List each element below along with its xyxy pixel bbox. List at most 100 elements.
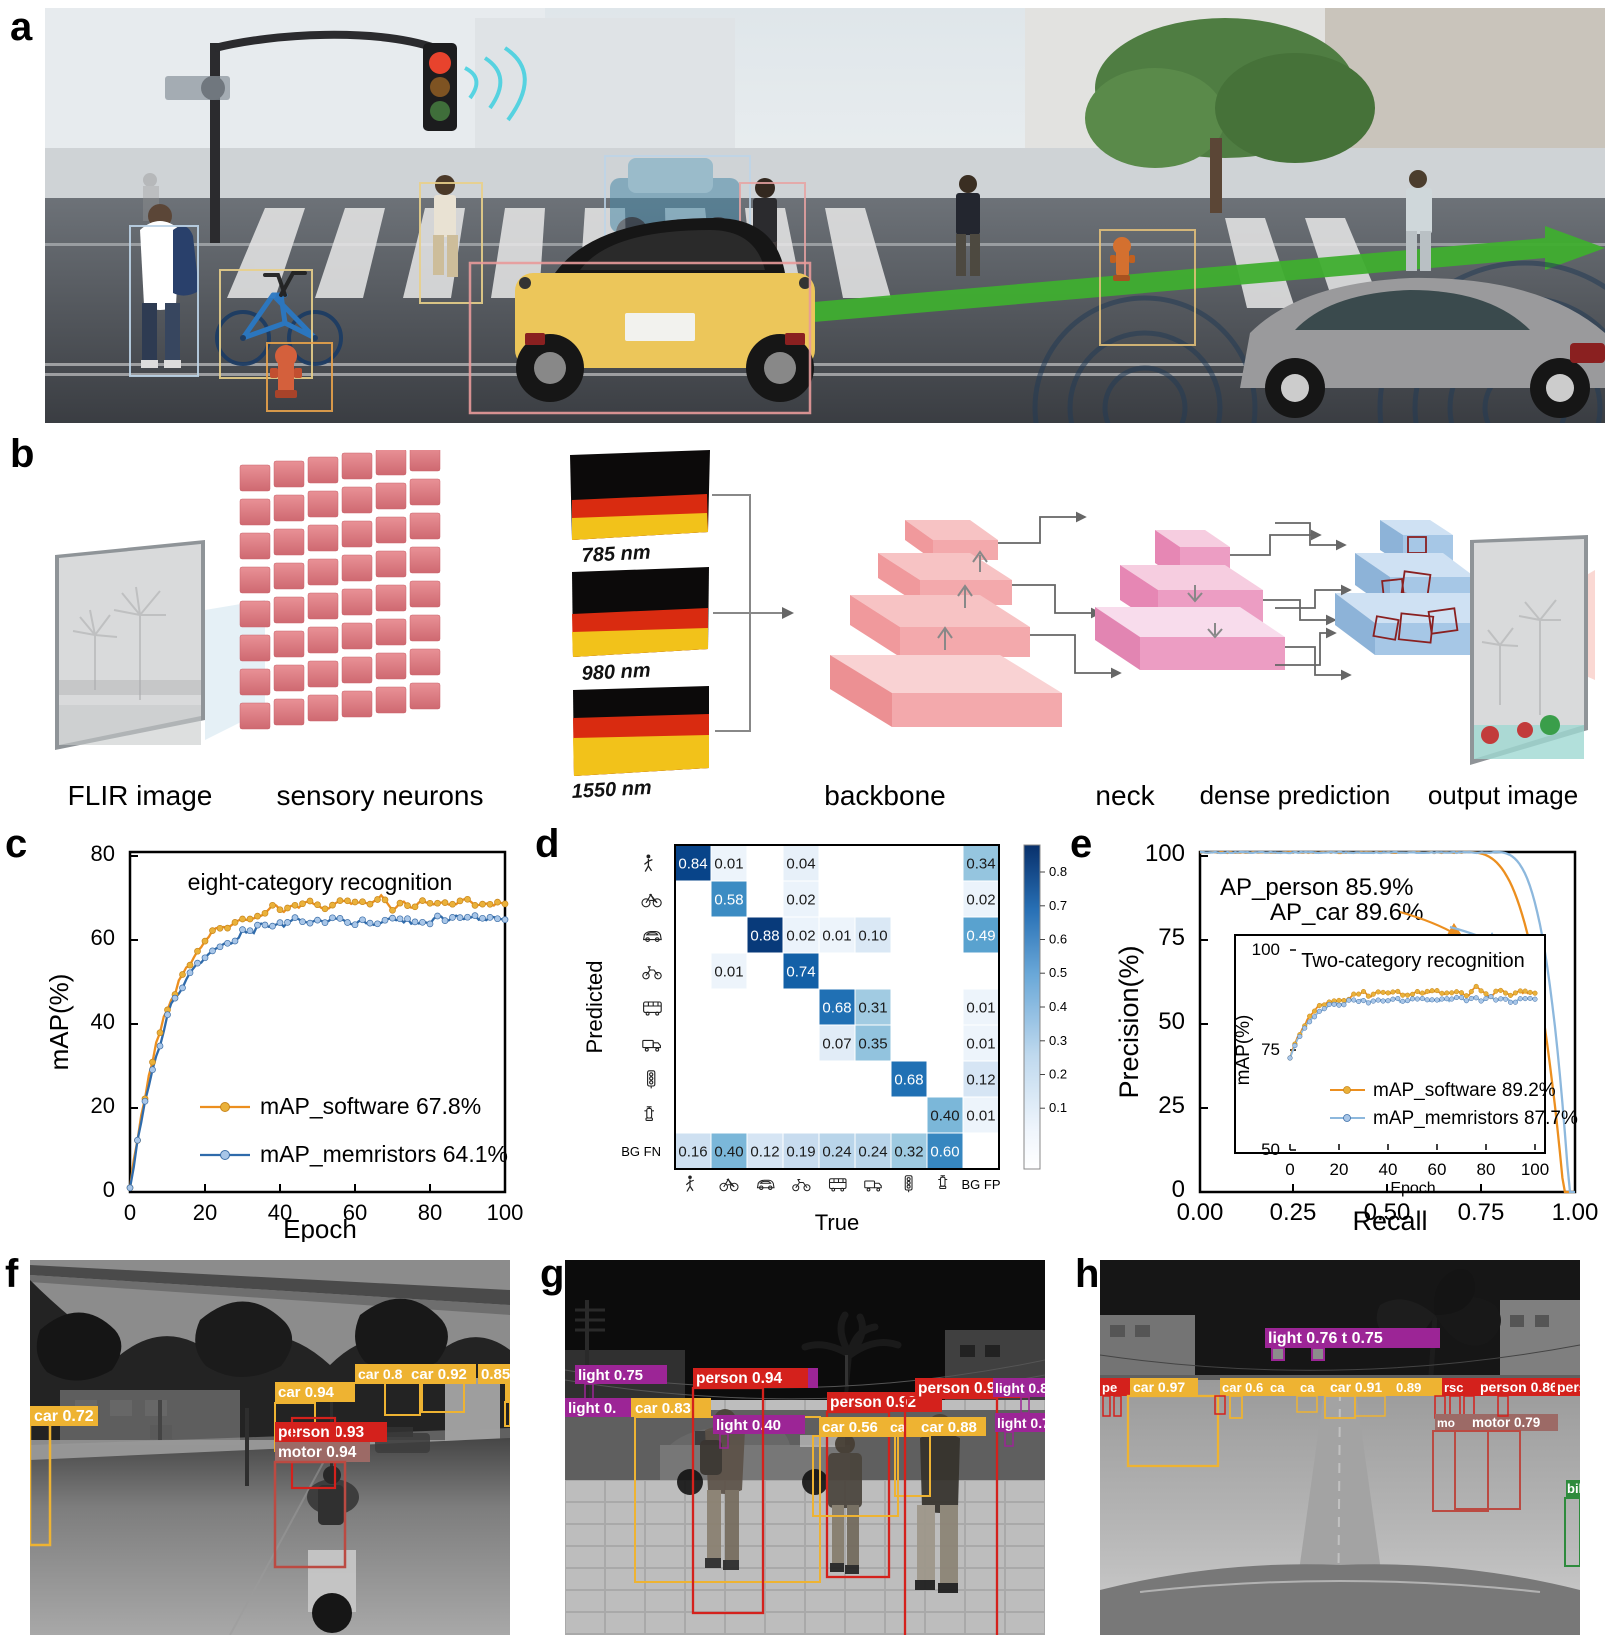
svg-text:motor 0.94: motor 0.94: [278, 1444, 357, 1461]
svg-text:0.24: 0.24: [858, 1144, 887, 1161]
svg-text:car 0.6: car 0.6: [1222, 1380, 1263, 1395]
svg-text:person 0.9: person 0.9: [1557, 1379, 1580, 1395]
svg-text:car 0.8: car 0.8: [358, 1366, 403, 1382]
svg-text:0.02: 0.02: [786, 928, 815, 945]
svg-text:100: 100: [1252, 940, 1280, 959]
svg-text:0.49: 0.49: [966, 928, 995, 945]
svg-text:car 0.91: car 0.91: [1330, 1379, 1382, 1395]
svg-text:0.85: 0.85: [481, 1366, 510, 1383]
svg-text:light 0.8: light 0.8: [995, 1380, 1045, 1396]
svg-text:light 0.7: light 0.7: [997, 1415, 1045, 1431]
svg-text:car 0.56: car 0.56: [822, 1419, 878, 1436]
svg-text:mAP_memristors 87.7%: mAP_memristors 87.7%: [1373, 1108, 1578, 1129]
svg-text:eight-category recognition: eight-category recognition: [188, 869, 453, 895]
svg-text:0.2: 0.2: [1049, 1067, 1067, 1082]
svg-text:80: 80: [418, 1200, 442, 1225]
svg-text:Recall: Recall: [1352, 1206, 1427, 1236]
svg-text:ca: ca: [1300, 1380, 1315, 1395]
svg-text:80: 80: [91, 841, 115, 866]
svg-text:car 0.72: car 0.72: [34, 1408, 94, 1425]
svg-text:motor 0.79: motor 0.79: [1472, 1415, 1540, 1430]
svg-text:0.00: 0.00: [1177, 1199, 1224, 1226]
svg-text:100: 100: [487, 1200, 524, 1225]
svg-text:0.89: 0.89: [1396, 1380, 1421, 1395]
svg-text:0.32: 0.32: [894, 1144, 923, 1161]
svg-text:0.01: 0.01: [714, 856, 743, 873]
svg-text:0: 0: [103, 1177, 115, 1202]
svg-text:0.01: 0.01: [966, 1036, 995, 1053]
svg-text:0.04: 0.04: [786, 856, 815, 873]
svg-text:50: 50: [1261, 1140, 1280, 1159]
svg-text:light 0.40: light 0.40: [716, 1417, 781, 1434]
svg-text:light 0.76 t 0.75: light 0.76 t 0.75: [1268, 1330, 1383, 1347]
svg-text:25: 25: [1158, 1092, 1185, 1119]
svg-text:50: 50: [1158, 1008, 1185, 1035]
svg-text:person 0.97: person 0.97: [918, 1380, 1004, 1397]
svg-text:100: 100: [1521, 1160, 1549, 1179]
svg-text:0.4: 0.4: [1049, 999, 1067, 1014]
svg-text:0.34: 0.34: [966, 856, 995, 873]
svg-text:0.24: 0.24: [822, 1144, 851, 1161]
svg-text:0.25: 0.25: [1270, 1199, 1317, 1226]
svg-text:car 0.88: car 0.88: [921, 1419, 977, 1436]
svg-text:True: True: [815, 1210, 859, 1235]
svg-text:0.40: 0.40: [714, 1144, 743, 1161]
svg-text:0.1: 0.1: [1049, 1100, 1067, 1115]
svg-text:pe: pe: [1102, 1380, 1117, 1395]
svg-text:BG FP: BG FP: [961, 1177, 1000, 1192]
svg-text:0.7: 0.7: [1049, 898, 1067, 913]
svg-text:0.8: 0.8: [1049, 864, 1067, 879]
svg-text:0.68: 0.68: [822, 1000, 851, 1017]
svg-text:mAP(%): mAP(%): [44, 974, 74, 1071]
svg-text:100: 100: [1145, 840, 1185, 867]
svg-text:0.01: 0.01: [822, 928, 851, 945]
svg-text:Precision(%): Precision(%): [1114, 945, 1144, 1098]
svg-text:40: 40: [91, 1009, 115, 1034]
svg-text:0: 0: [1285, 1160, 1294, 1179]
svg-text:mAP(%): mAP(%): [1233, 1015, 1254, 1086]
svg-text:0.12: 0.12: [966, 1072, 995, 1089]
svg-text:75: 75: [1261, 1040, 1280, 1059]
svg-text:AP_person 85.9%: AP_person 85.9%: [1220, 874, 1413, 901]
svg-text:0.31: 0.31: [858, 1000, 887, 1017]
svg-text:car 0.94: car 0.94: [278, 1384, 335, 1401]
svg-text:car 0.92: car 0.92: [411, 1366, 467, 1383]
svg-text:light 0.75: light 0.75: [578, 1367, 643, 1384]
svg-text:0.58: 0.58: [714, 892, 743, 909]
svg-text:1.00: 1.00: [1552, 1199, 1599, 1226]
svg-text:0.16: 0.16: [678, 1144, 707, 1161]
svg-text:1550 nm: 1550 nm: [571, 777, 652, 803]
svg-text:785 nm: 785 nm: [581, 541, 651, 567]
svg-text:bik: bik: [1567, 1481, 1580, 1496]
svg-text:mAP_software 89.2%: mAP_software 89.2%: [1373, 1080, 1556, 1101]
svg-text:0.02: 0.02: [966, 892, 995, 909]
svg-text:20: 20: [193, 1200, 217, 1225]
svg-text:mo: mo: [1437, 1416, 1455, 1430]
svg-text:car 0.83: car 0.83: [635, 1400, 691, 1417]
svg-text:light 0.: light 0.: [568, 1400, 616, 1417]
svg-text:BG FN: BG FN: [621, 1144, 661, 1159]
svg-text:ca: ca: [1270, 1380, 1285, 1395]
svg-text:0: 0: [124, 1200, 136, 1225]
svg-text:40: 40: [1379, 1160, 1398, 1179]
svg-text:0.60: 0.60: [930, 1144, 959, 1161]
svg-text:person 0.94: person 0.94: [696, 1370, 783, 1387]
svg-text:mAP_software 67.8%: mAP_software 67.8%: [260, 1093, 481, 1119]
svg-text:20: 20: [1330, 1160, 1349, 1179]
svg-text:0.74: 0.74: [786, 964, 815, 981]
svg-text:0.10: 0.10: [858, 928, 887, 945]
svg-text:0.68: 0.68: [894, 1072, 923, 1089]
svg-text:ca: ca: [890, 1419, 906, 1435]
svg-text:Two-category recognition: Two-category recognition: [1301, 950, 1524, 972]
svg-text:0.01: 0.01: [966, 1000, 995, 1017]
svg-text:mAP_memristors 64.1%: mAP_memristors 64.1%: [260, 1141, 508, 1167]
svg-text:60: 60: [1428, 1160, 1447, 1179]
svg-text:60: 60: [91, 925, 115, 950]
svg-text:75: 75: [1158, 924, 1185, 951]
svg-text:Epoch: Epoch: [283, 1214, 357, 1242]
svg-text:0.75: 0.75: [1458, 1199, 1505, 1226]
svg-text:980 nm: 980 nm: [581, 659, 651, 685]
svg-text:0.07: 0.07: [822, 1036, 851, 1053]
svg-text:0.01: 0.01: [966, 1108, 995, 1125]
svg-text:0.02: 0.02: [786, 892, 815, 909]
